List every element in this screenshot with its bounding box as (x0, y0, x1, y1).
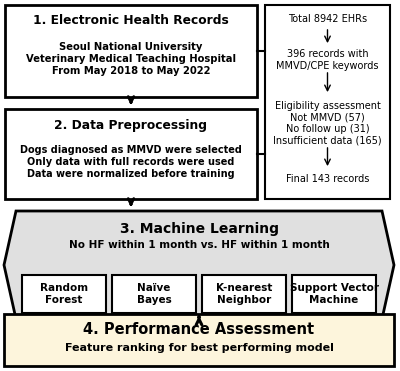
Bar (292, 275, 376, 313)
Text: Total 8942 EHRs: Total 8942 EHRs (288, 14, 367, 24)
Text: Support Vector
Machine: Support Vector Machine (290, 283, 378, 305)
Bar (265, 5, 390, 199)
Bar (5, 5, 257, 97)
Bar (5, 109, 257, 199)
Bar (4, 314, 394, 366)
Text: 396 records with
MMVD/CPE keywords: 396 records with MMVD/CPE keywords (276, 49, 379, 71)
Text: 2. Data Preprocessing: 2. Data Preprocessing (54, 118, 208, 131)
Bar (202, 275, 286, 313)
Bar (22, 275, 106, 313)
Text: Naïve
Bayes: Naïve Bayes (137, 283, 171, 305)
Text: Final 143 records: Final 143 records (286, 174, 369, 184)
Text: Random
Forest: Random Forest (40, 283, 88, 305)
Text: 1. Electronic Health Records: 1. Electronic Health Records (33, 14, 229, 27)
Text: Feature ranking for best performing model: Feature ranking for best performing mode… (64, 343, 334, 353)
Polygon shape (4, 211, 394, 319)
Text: 4. Performance Assessment: 4. Performance Assessment (84, 322, 314, 338)
Bar (112, 275, 196, 313)
Text: Dogs diagnosed as MMVD were selected
Only data with full records were used
Data : Dogs diagnosed as MMVD were selected Onl… (20, 145, 242, 178)
Text: No HF within 1 month vs. HF within 1 month: No HF within 1 month vs. HF within 1 mon… (69, 240, 329, 250)
Text: Seoul National University
Veterinary Medical Teaching Hospital
From May 2018 to : Seoul National University Veterinary Med… (26, 42, 236, 76)
Text: Eligibility assessment
Not MMVD (57)
No follow up (31)
Insufficient data (165): Eligibility assessment Not MMVD (57) No … (273, 101, 382, 145)
Text: 3. Machine Learning: 3. Machine Learning (120, 222, 278, 236)
Text: K-nearest
Neighbor: K-nearest Neighbor (216, 283, 272, 305)
